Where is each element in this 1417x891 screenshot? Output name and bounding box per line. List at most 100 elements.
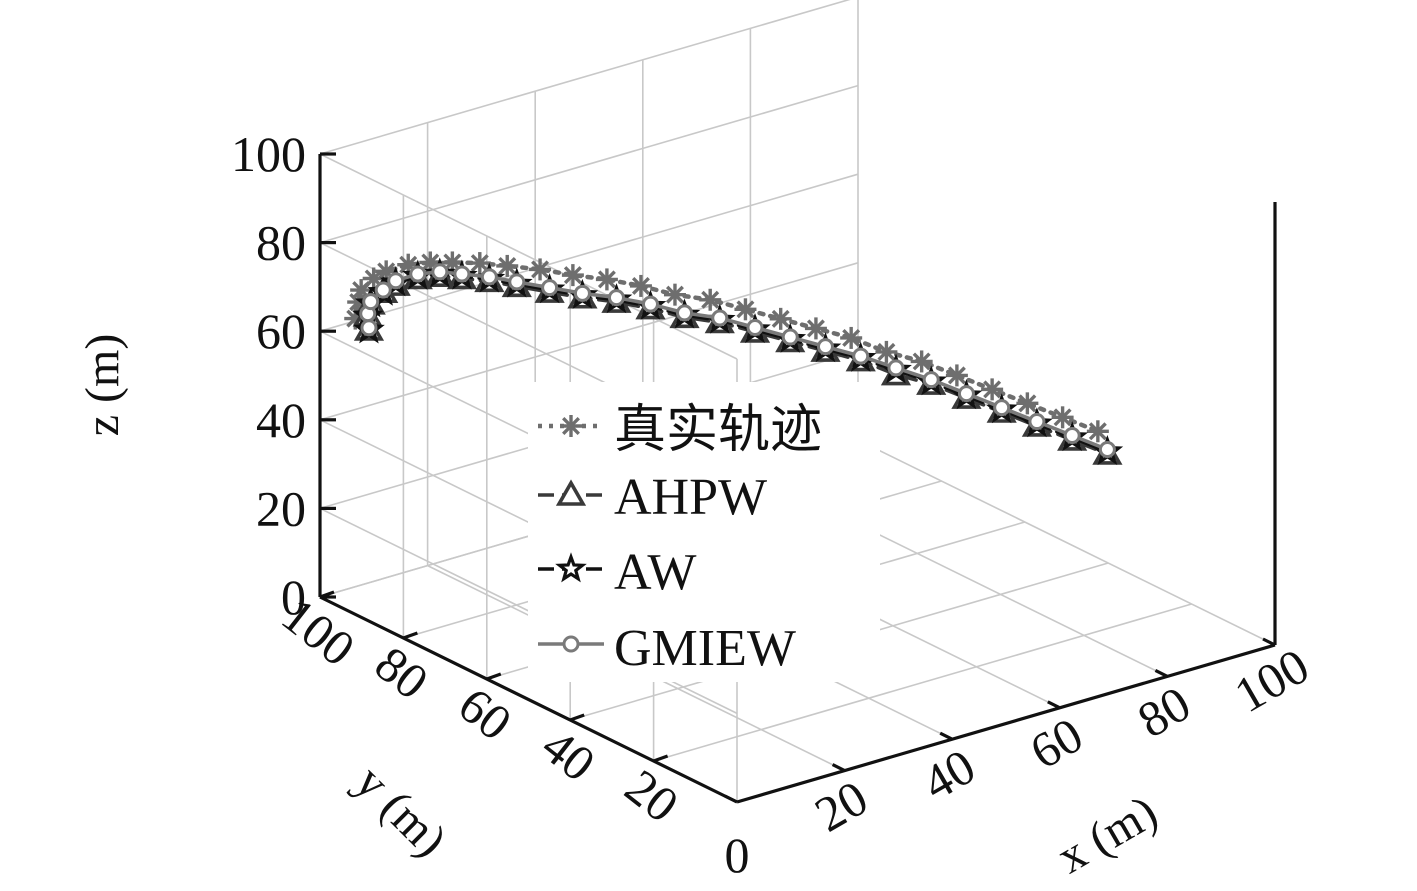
series-marker [945, 364, 968, 387]
grid-line [319, 0, 851, 155]
legend-label-true-trajectory: 真实轨迹 [614, 402, 822, 459]
series-marker-stroke [377, 262, 396, 281]
z-tick-label: 60 [256, 303, 306, 359]
series-marker [711, 309, 729, 327]
series-marker-stroke [470, 254, 489, 273]
series-marker-stroke [1018, 394, 1037, 413]
x-tick [939, 731, 953, 741]
legend-entry-gmiew: GMIEW [538, 620, 796, 677]
series-marker [887, 359, 905, 377]
series-marker [409, 265, 427, 283]
series-marker-stroke [701, 290, 720, 309]
series-marker [781, 328, 799, 346]
z-tick-label: 0 [281, 569, 306, 625]
series-marker-stroke [364, 269, 383, 288]
z-tick-label: 80 [256, 215, 306, 271]
series-marker-stroke [531, 260, 550, 279]
grid-line [857, 439, 1276, 646]
z-tick-label: 40 [256, 392, 306, 448]
series-marker-stroke [1088, 422, 1107, 441]
series-marker-stroke [563, 266, 582, 285]
legend-marker [560, 415, 582, 437]
series-marker [910, 350, 933, 373]
legend: 真实轨迹 AHPW AW GMIEW [528, 382, 880, 682]
series-0 [344, 251, 1109, 443]
y-tick [319, 590, 335, 599]
series-marker [1086, 420, 1109, 443]
x-tick [831, 763, 846, 773]
series-marker-stroke [877, 342, 896, 361]
x-tick [1262, 637, 1276, 647]
x-tick [1154, 668, 1169, 678]
series-marker [541, 279, 559, 297]
series-marker [468, 252, 491, 275]
series-layer [344, 251, 1124, 466]
x-tick [1047, 700, 1061, 710]
grid-line [319, 153, 738, 360]
series-marker [453, 265, 471, 283]
series-marker-stroke [947, 366, 966, 385]
series-marker [663, 283, 686, 306]
z-axis-title: z (m) [76, 334, 129, 437]
series-marker-stroke [771, 309, 790, 328]
series-marker [573, 284, 591, 302]
series-marker-stroke [842, 328, 861, 347]
series-marker [607, 289, 625, 307]
grid-line [653, 603, 1192, 762]
series-marker [374, 281, 392, 299]
series-marker [993, 399, 1011, 417]
legend-marker-stroke [562, 417, 580, 435]
series-marker [1098, 440, 1116, 458]
series-marker-stroke [1053, 408, 1072, 427]
series-marker [981, 378, 1004, 401]
series-marker [852, 347, 870, 365]
y-tick [402, 631, 418, 640]
series-marker-stroke [498, 256, 517, 275]
series-marker [360, 319, 378, 337]
legend-label-gmiew: GMIEW [614, 620, 796, 677]
series-marker-stroke [399, 255, 418, 274]
series-marker-stroke [806, 319, 825, 338]
series-marker [387, 272, 405, 290]
series-marker [875, 340, 898, 363]
y-axis-line [319, 595, 738, 804]
z-tick-label: 20 [256, 480, 306, 536]
series-marker-stroke [349, 293, 368, 312]
series-marker-stroke [665, 285, 684, 304]
series-marker [840, 326, 863, 349]
series-marker [595, 268, 618, 291]
x-tick-label: 0 [725, 827, 750, 883]
series-marker [431, 263, 449, 281]
series-marker-stroke [736, 300, 755, 319]
z-tick-label: 100 [231, 126, 306, 182]
legend-entry-ahpw: AHPW [538, 469, 767, 526]
legend-entry-aw: AW [538, 544, 696, 601]
series-marker [561, 264, 584, 287]
grid-line [319, 262, 859, 421]
series-marker [1051, 406, 1074, 429]
legend-label-ahpw: AHPW [614, 469, 767, 526]
series-marker [629, 274, 652, 297]
grid-line [319, 173, 859, 332]
series-marker [816, 338, 834, 356]
series-marker [769, 307, 792, 330]
series-marker-stroke [597, 270, 616, 289]
legend-box [528, 382, 880, 682]
grid-line [319, 84, 859, 244]
series-marker [676, 304, 694, 322]
series-marker-stroke [912, 352, 931, 371]
legend-entry-true-trajectory: 真实轨迹 [538, 402, 822, 459]
y-tick [653, 754, 669, 763]
y-tick [569, 713, 585, 722]
series-marker [922, 371, 940, 389]
series-marker [1028, 413, 1046, 431]
legend-label-aw: AW [614, 544, 696, 601]
x-axis-line [736, 643, 1276, 804]
legend-marker [555, 552, 587, 583]
series-marker [734, 298, 757, 321]
series-marker [1016, 392, 1039, 415]
x-tick [724, 794, 738, 804]
legend-marker [555, 479, 587, 506]
series-marker [362, 293, 380, 311]
